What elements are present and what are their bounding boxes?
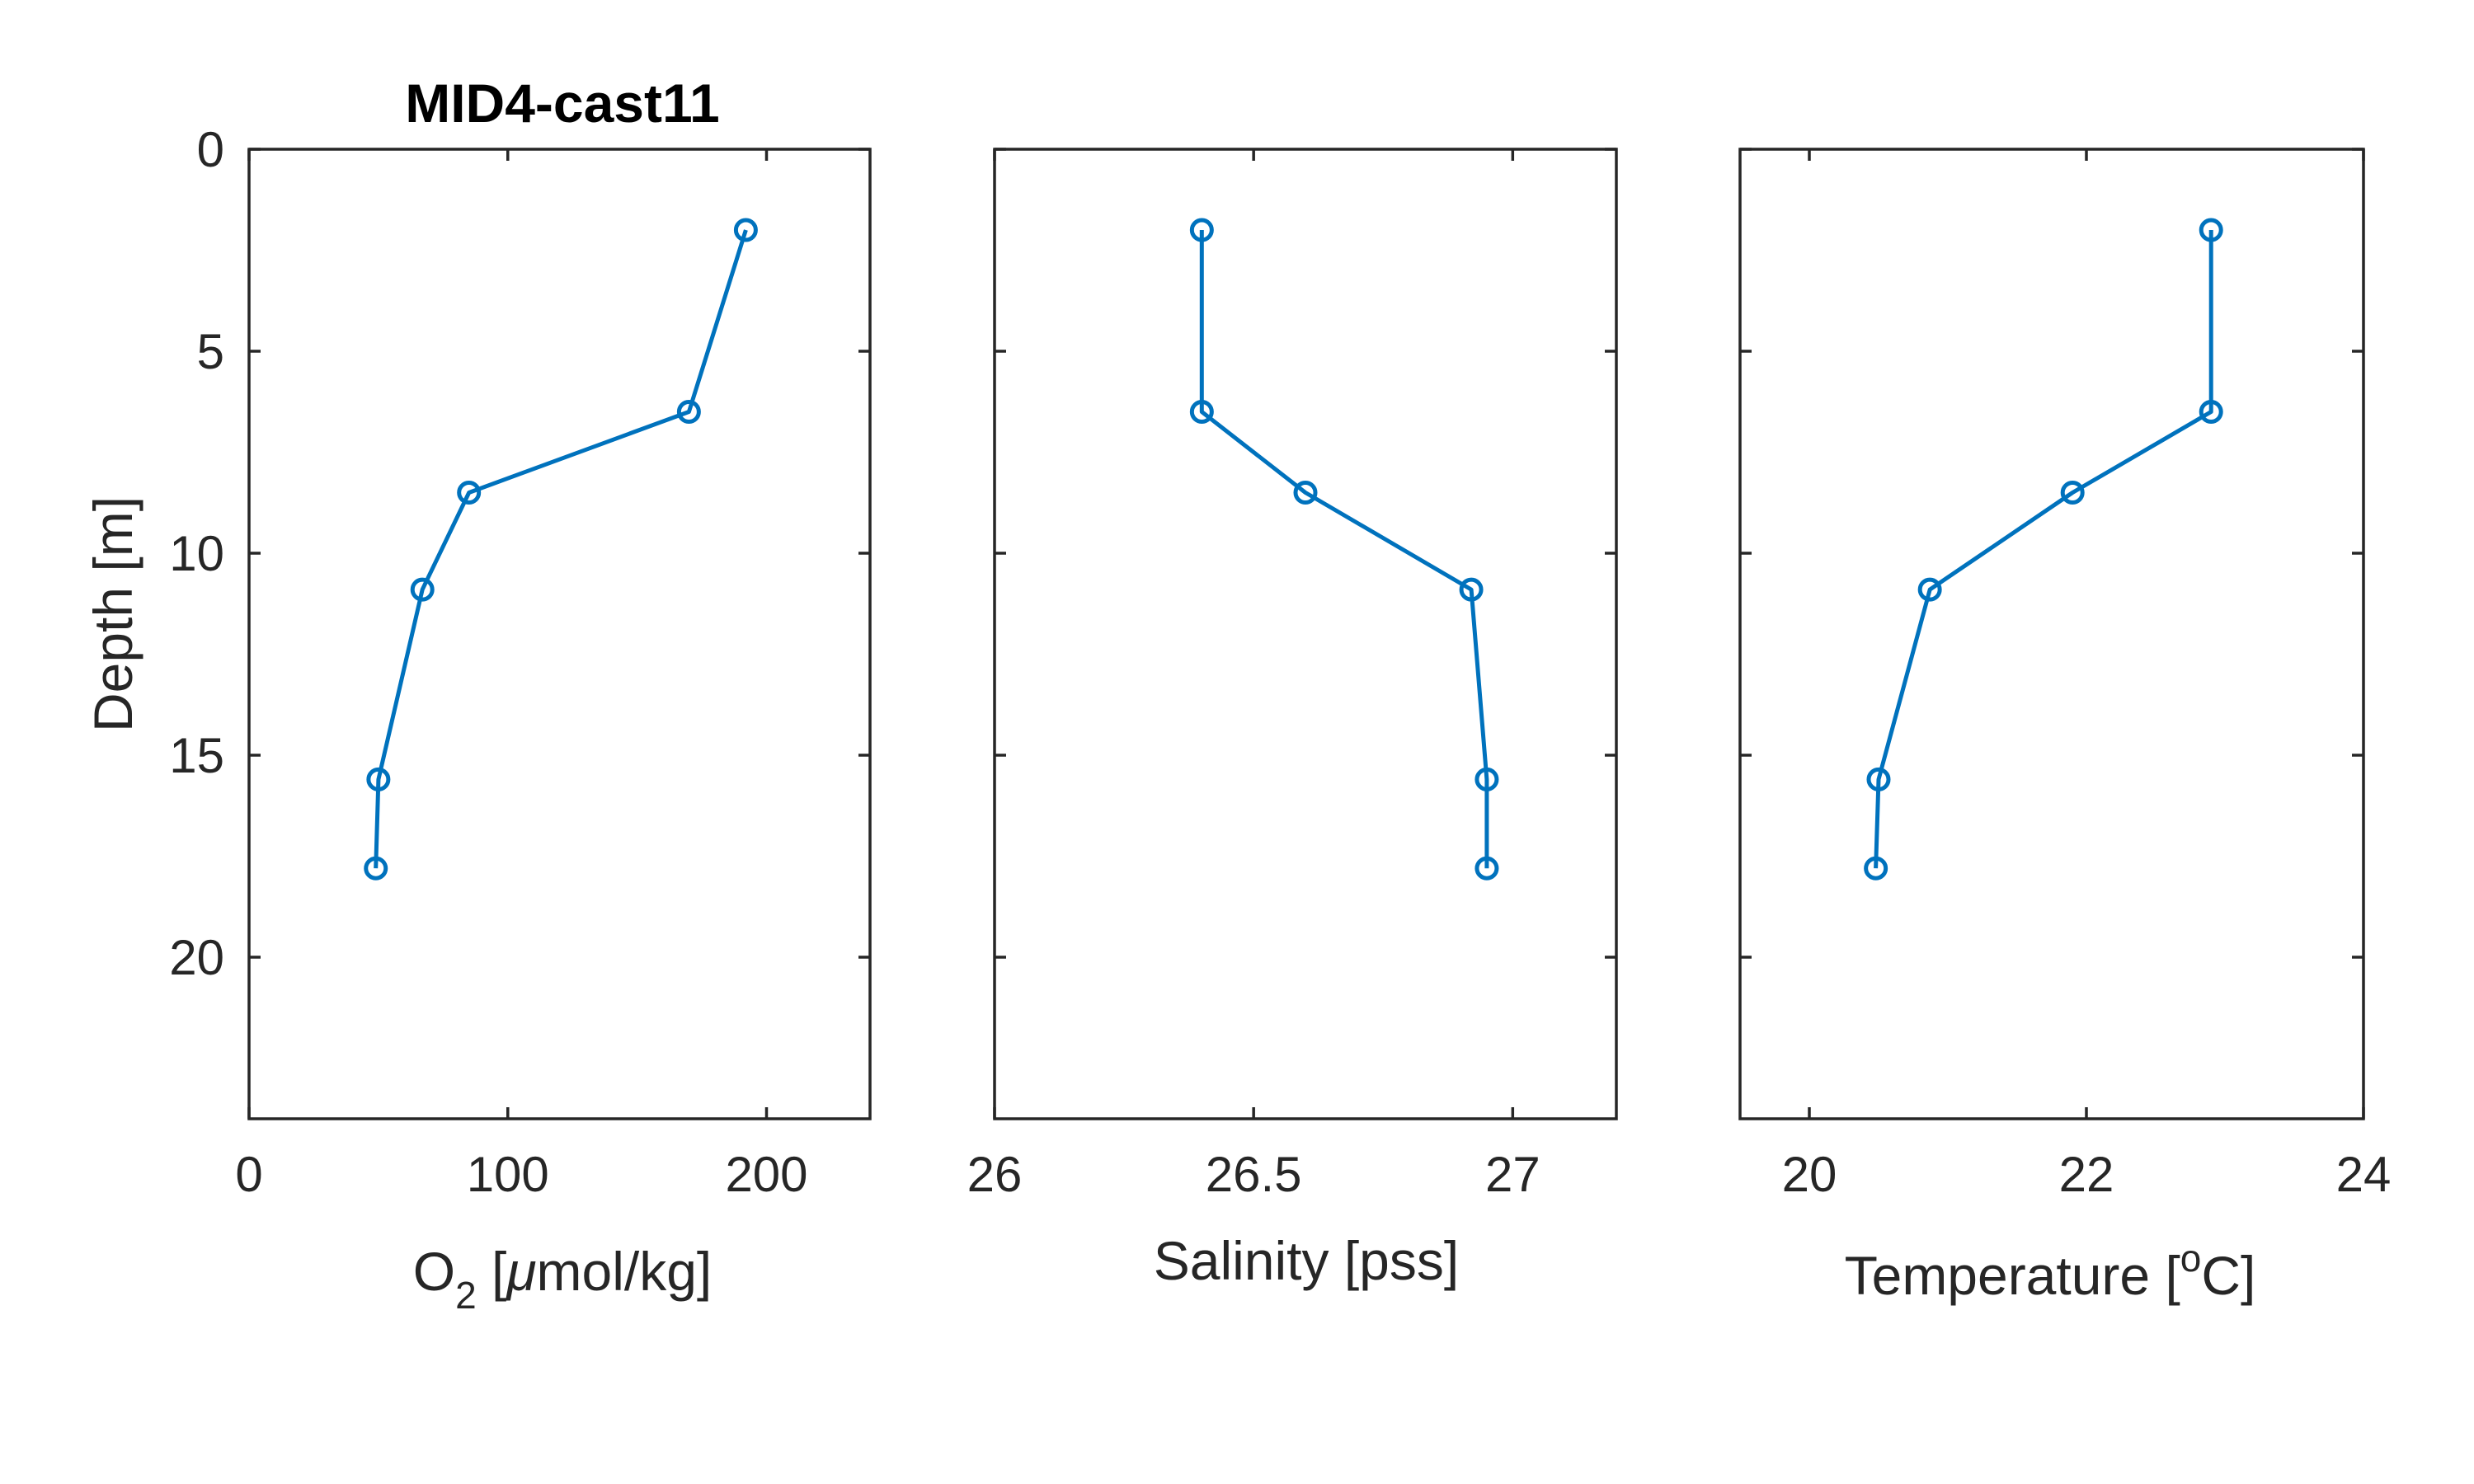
y-tick-label: 5 [197,324,224,379]
temperature-panel: Temperature [oC] 20 22 24 [1738,148,2392,1306]
axes-frame [993,148,1618,1120]
x-label-rest: mol/kg] [537,1241,713,1302]
data-point [1475,856,1499,881]
series-line [1199,230,1489,869]
y-tick-label: 15 [169,728,224,783]
data-point [733,218,758,242]
y-axis-label: Depth [m] [82,496,143,732]
x-tick-label: 24 [2336,1147,2392,1202]
data-point [457,481,482,505]
x-tick-label: 26.5 [1206,1147,1302,1202]
x-label-open: [ [477,1241,507,1302]
axes-frame [1738,148,2365,1120]
x-label-main: O [413,1241,455,1302]
data-point [1864,856,1888,881]
x-tick-label: 200 [725,1147,807,1202]
data-point [1189,400,1214,424]
data-point [2199,218,2223,242]
x-label-greek: μ [505,1241,536,1302]
salinity-x-axis-label: Salinity [pss] [1154,1230,1459,1291]
salinity-panel: Salinity [pss] 26 26.5 27 [967,148,1618,1291]
data-point [364,856,388,881]
oxygen-panel: MID4-cast11 Depth [m] O2 [μmol/kg] 0 100 2… [82,73,872,1317]
series-line [374,229,748,869]
data-point [2060,481,2085,505]
data-point [366,767,391,791]
series-line [1874,230,2213,869]
axes-frame [247,148,872,1120]
x-label-superscript: o [2180,1237,2202,1280]
oxygen-x-axis-label: O2 [μmol/kg] [413,1241,713,1317]
chart-title: MID4-cast11 [405,73,720,134]
x-tick-label: 100 [467,1147,549,1202]
data-point [676,400,701,424]
x-tick-label: 20 [1782,1147,1837,1202]
y-tick-label: 10 [169,526,224,581]
y-tick-label: 20 [169,930,224,985]
x-label-rest: C] [2201,1245,2255,1306]
x-tick-label: 0 [235,1147,262,1202]
data-point [2199,400,2223,424]
data-point [1189,218,1214,242]
x-label-main: Temperature [ [1845,1245,2180,1306]
data-point [1917,577,1942,602]
data-point [410,577,435,602]
temperature-x-axis-label: Temperature [oC] [1845,1237,2256,1306]
x-tick-label: 22 [2059,1147,2114,1202]
data-point [1459,577,1484,602]
data-point [1866,767,1891,791]
data-point [1293,481,1318,505]
data-point [1475,767,1499,791]
x-label-subscript: 2 [455,1274,477,1317]
x-tick-label: 26 [967,1147,1023,1202]
y-tick-label: 0 [197,122,224,177]
x-tick-label: 27 [1485,1147,1540,1202]
